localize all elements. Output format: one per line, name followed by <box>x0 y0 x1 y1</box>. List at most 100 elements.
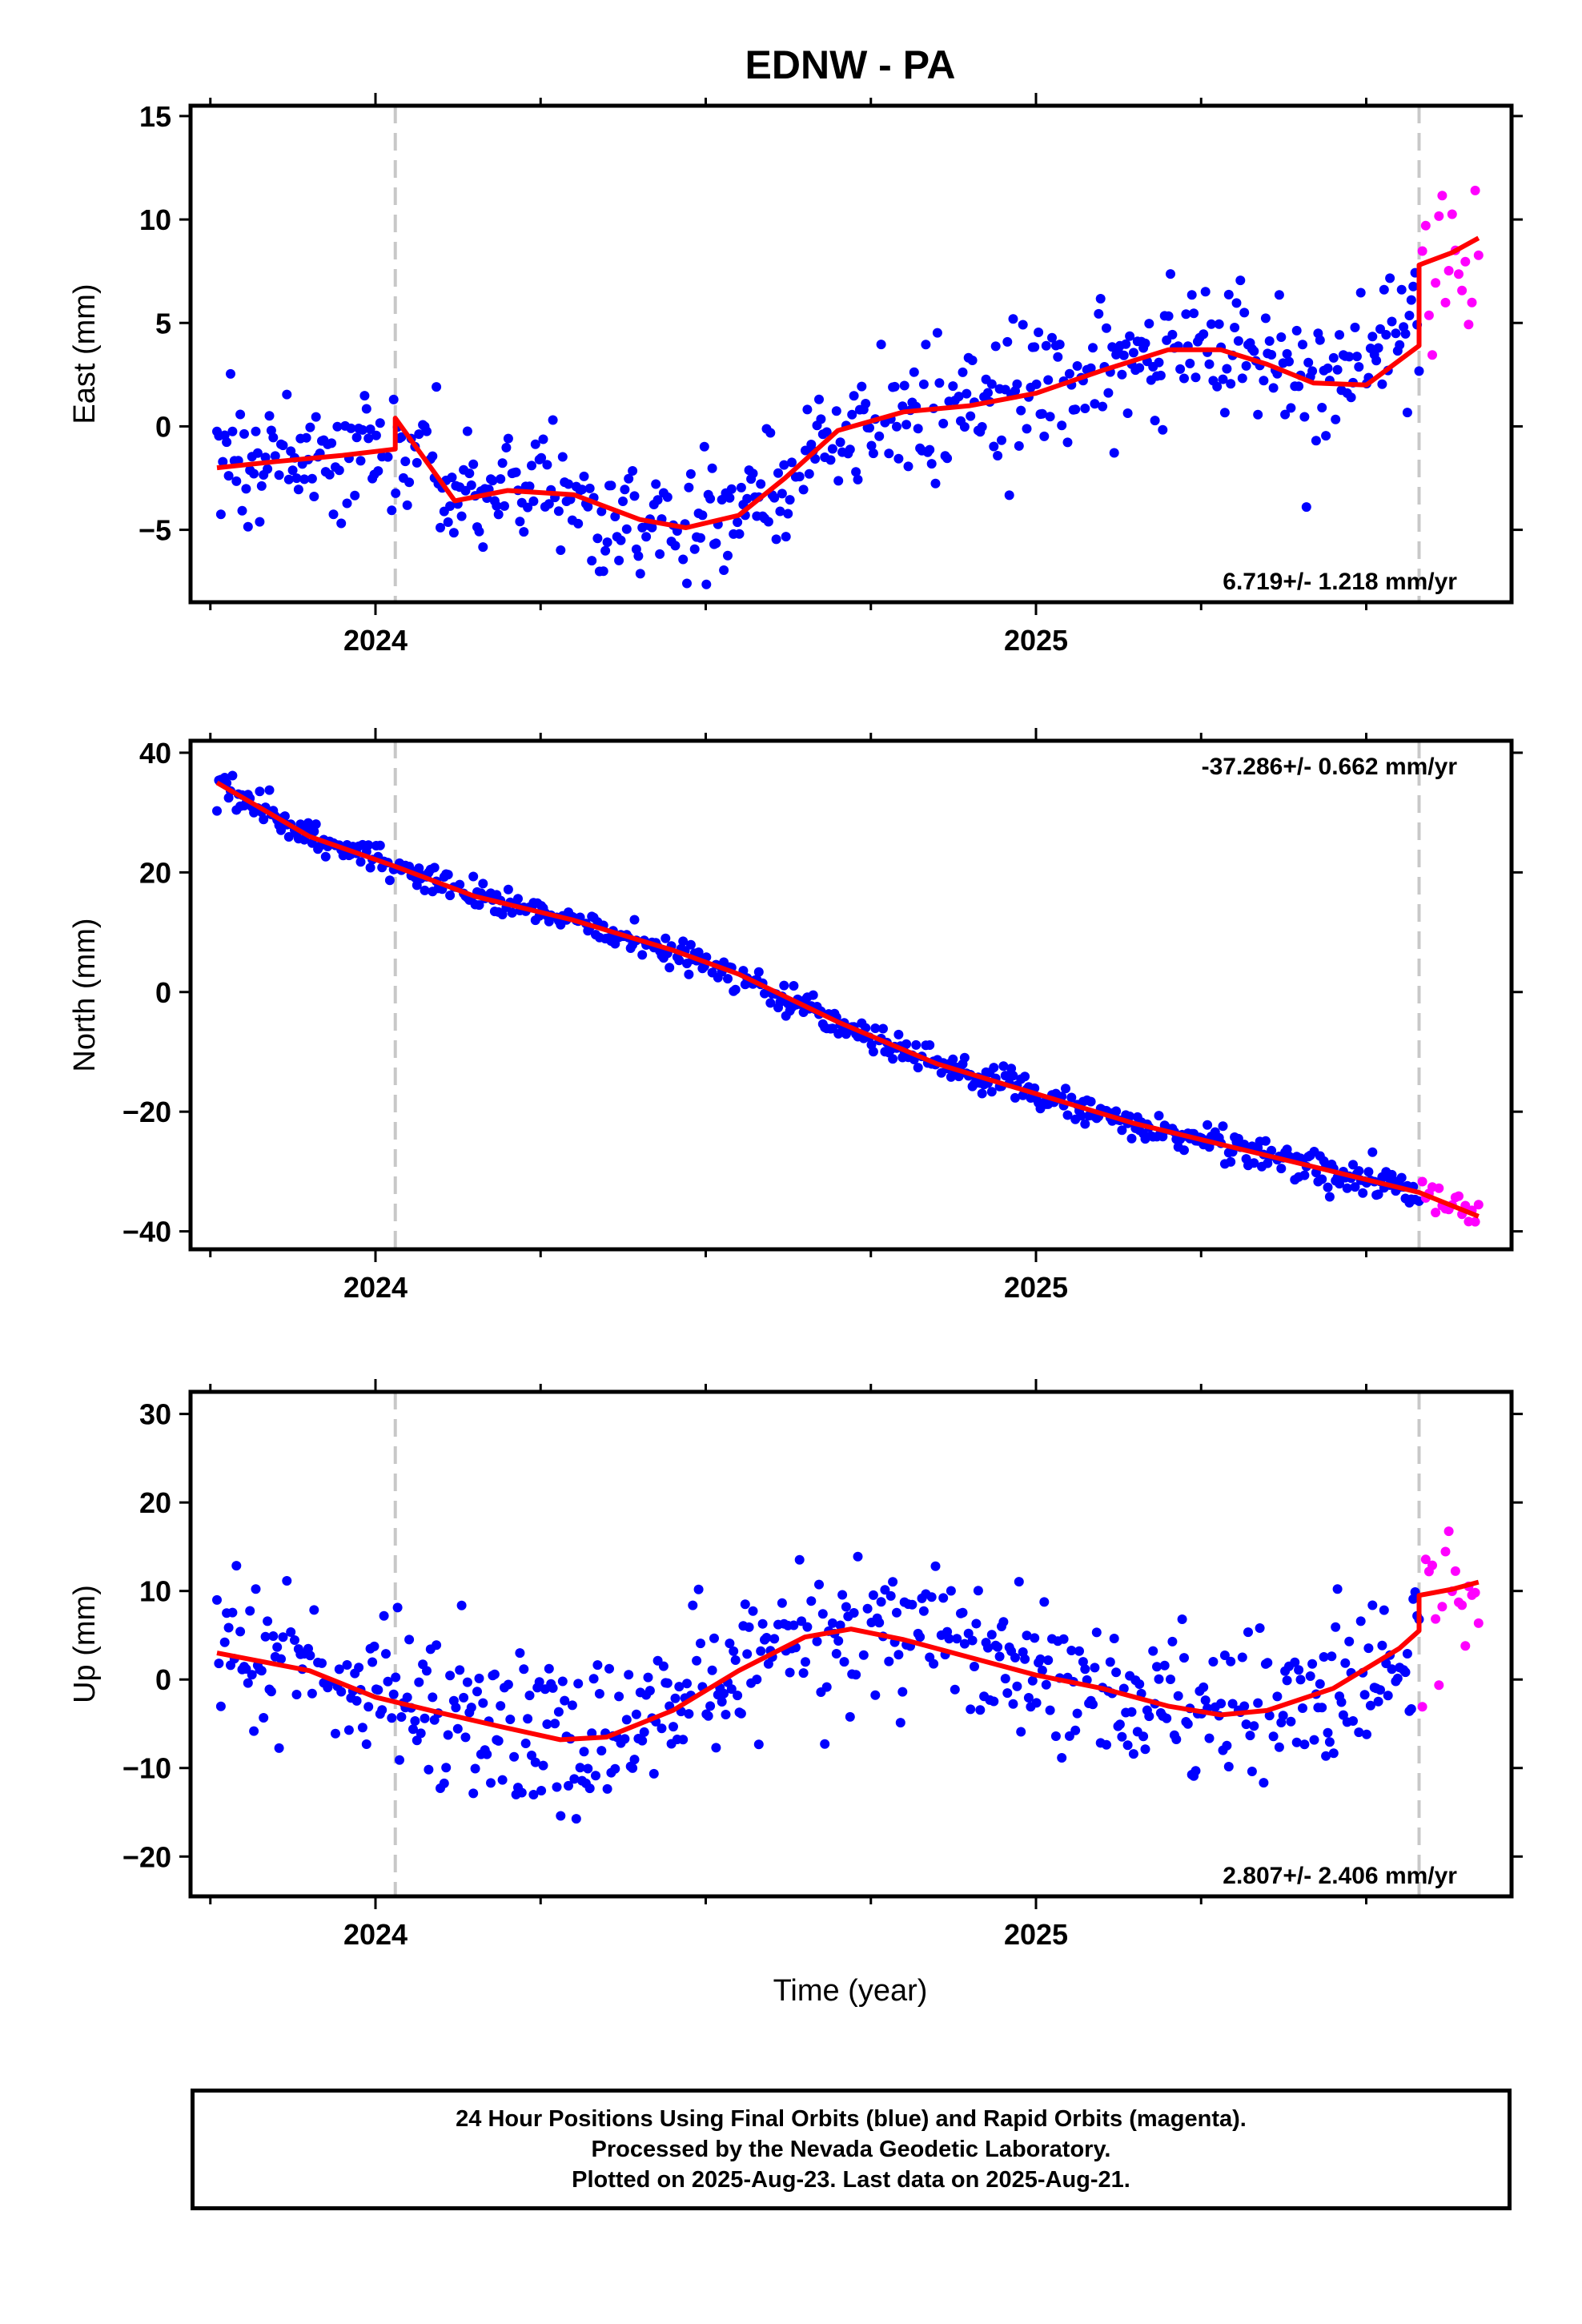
up-final-point <box>1182 1719 1193 1729</box>
north-final-point <box>684 969 694 979</box>
up-final-point <box>707 1665 717 1675</box>
up-y-tick-label: 0 <box>155 1663 171 1696</box>
up-final-point <box>802 1622 813 1632</box>
north-final-point <box>833 1028 844 1039</box>
up-final-point <box>367 1657 378 1667</box>
north-final-point <box>1020 1072 1030 1082</box>
up-final-point <box>354 1663 364 1673</box>
up-final-point <box>1154 1674 1164 1684</box>
up-final-point <box>1317 1703 1327 1713</box>
up-rapid-point <box>1443 1526 1454 1537</box>
up-y-tick-label: 10 <box>139 1575 171 1608</box>
up-final-point <box>938 1593 949 1603</box>
east-rapid-point <box>1420 220 1431 231</box>
up-final-point <box>631 1709 641 1719</box>
up-final-point <box>516 1787 527 1798</box>
up-final-point <box>1243 1627 1253 1638</box>
east-rapid-point <box>1431 278 1441 288</box>
up-final-point <box>443 1730 453 1740</box>
up-final-point <box>753 1739 764 1750</box>
north-final-point <box>414 863 424 874</box>
east-final-point <box>1414 366 1424 376</box>
east-final-point <box>334 465 344 476</box>
east-final-point <box>1094 308 1104 319</box>
east-final-point <box>478 542 488 553</box>
east-final-point <box>1207 319 1216 329</box>
north-final-point <box>1354 1166 1364 1176</box>
up-final-point <box>993 1642 1003 1652</box>
up-final-point <box>725 1638 735 1649</box>
up-final-point <box>1002 1688 1013 1699</box>
east-final-point <box>291 473 302 484</box>
north-final-point <box>765 998 776 1008</box>
east-final-point <box>1259 376 1269 386</box>
up-final-point <box>839 1657 849 1667</box>
east-final-point <box>1233 336 1243 346</box>
east-final-point <box>884 448 894 459</box>
east-final-point <box>662 492 673 502</box>
east-final-point <box>897 401 908 412</box>
east-final-point <box>993 451 1003 460</box>
east-final-point <box>893 453 904 464</box>
east-final-point <box>810 454 821 464</box>
east-y-tick-label: 0 <box>155 410 171 443</box>
east-final-point <box>305 422 315 432</box>
up-final-point <box>1039 1597 1050 1607</box>
east-final-point <box>1404 311 1415 320</box>
east-final-point <box>1191 372 1201 383</box>
east-final-point <box>528 496 539 506</box>
up-final-point <box>757 1618 768 1629</box>
east-final-point <box>977 422 987 432</box>
up-final-point <box>274 1743 284 1753</box>
up-final-point <box>777 1598 787 1608</box>
east-final-point <box>324 469 335 480</box>
north-final-point <box>1324 1192 1335 1202</box>
east-final-point <box>1276 332 1287 342</box>
north-final-point <box>1350 1182 1360 1192</box>
east-final-point <box>787 457 797 468</box>
east-final-point <box>616 535 626 545</box>
east-final-point <box>903 461 913 472</box>
north-final-point <box>911 1039 921 1050</box>
east-final-point <box>1371 356 1382 366</box>
up-final-point <box>523 1714 533 1724</box>
north-final-point <box>913 1063 923 1073</box>
east-final-point <box>523 502 533 513</box>
east-final-point <box>383 452 393 462</box>
up-final-point <box>797 1616 807 1626</box>
east-final-point <box>723 550 733 561</box>
up-final-point <box>251 1584 261 1594</box>
east-final-point <box>986 379 997 389</box>
east-final-point <box>1303 357 1314 368</box>
up-final-point <box>223 1622 234 1633</box>
up-final-point <box>1226 1656 1236 1667</box>
east-final-point <box>719 565 729 575</box>
up-final-point <box>1043 1655 1054 1666</box>
up-final-point <box>412 1735 422 1746</box>
up-final-point <box>662 1678 673 1688</box>
east-final-point <box>527 460 536 471</box>
east-final-point <box>641 532 652 542</box>
up-final-point <box>1286 1716 1296 1727</box>
north-final-point <box>1066 1092 1077 1103</box>
up-final-point <box>528 1790 539 1799</box>
east-final-point <box>1268 383 1279 393</box>
east-final-point <box>948 381 958 392</box>
north-rapid-point <box>1473 1200 1484 1210</box>
up-final-point <box>351 1695 362 1706</box>
east-final-point <box>845 444 855 455</box>
east-final-point <box>1144 319 1154 329</box>
up-rate-label: 2.807+/- 2.406 mm/yr <box>1223 1863 1457 1889</box>
north-final-point <box>320 851 331 862</box>
north-final-point <box>901 1039 912 1049</box>
east-final-point <box>474 526 484 537</box>
up-final-point <box>1117 1731 1127 1742</box>
up-final-point <box>1041 1679 1051 1690</box>
east-final-point <box>365 424 375 434</box>
up-y-tick-label: −20 <box>122 1840 171 1873</box>
east-final-point <box>606 480 616 491</box>
up-final-point <box>621 1715 632 1725</box>
up-model-line <box>216 1579 1480 1743</box>
north-final-point <box>893 1029 904 1039</box>
up-x-tick-label: 2025 <box>1004 1918 1068 1951</box>
